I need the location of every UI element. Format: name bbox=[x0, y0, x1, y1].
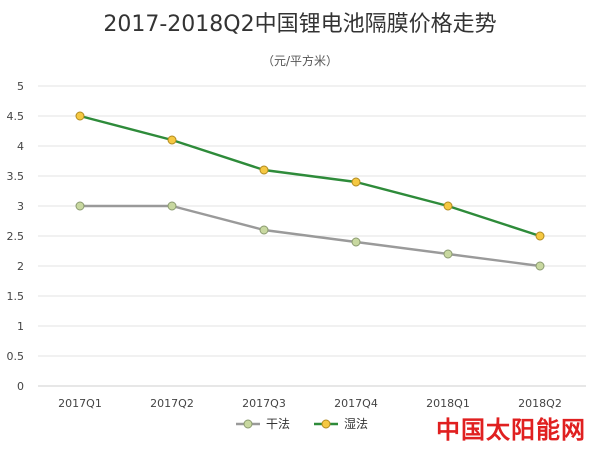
legend-item: 干法 bbox=[236, 417, 290, 431]
y-tick-label: 3 bbox=[17, 200, 24, 213]
series-2 bbox=[75, 111, 545, 241]
y-tick-label: 5 bbox=[17, 80, 24, 93]
data-point bbox=[167, 135, 177, 145]
legend-label: 干法 bbox=[266, 417, 290, 431]
data-point bbox=[443, 201, 453, 211]
legend-item: 湿法 bbox=[314, 416, 368, 431]
series-line bbox=[80, 204, 541, 268]
x-axis-ticks: 2017Q1 2017Q2 2017Q3 2017Q4 2018Q1 2018Q2 bbox=[58, 397, 562, 410]
x-tick-label: 2017Q1 bbox=[58, 397, 102, 410]
x-tick-label: 2018Q1 bbox=[426, 397, 470, 410]
x-tick-label: 2018Q2 bbox=[518, 397, 562, 410]
data-point bbox=[167, 201, 177, 211]
series-lines bbox=[75, 111, 545, 271]
x-tick-label: 2017Q4 bbox=[334, 397, 378, 410]
data-point bbox=[259, 225, 269, 235]
y-tick-label: 3.5 bbox=[7, 170, 25, 183]
watermark-text: 中国太阳能网 bbox=[436, 416, 586, 444]
y-tick-label: 1 bbox=[17, 320, 24, 333]
data-point bbox=[351, 237, 361, 247]
y-tick-label: 4.5 bbox=[7, 110, 25, 123]
legend-label: 湿法 bbox=[344, 416, 368, 431]
y-tick-label: 2.5 bbox=[7, 230, 25, 243]
chart-title: 2017-2018Q2中国锂电池隔膜价格走势 bbox=[103, 12, 497, 37]
chart-subtitle: （元/平方米） bbox=[261, 54, 339, 68]
x-tick-label: 2017Q3 bbox=[242, 397, 286, 410]
data-point bbox=[351, 177, 361, 187]
legend: 干法 湿法 bbox=[236, 416, 368, 431]
data-point bbox=[535, 261, 545, 271]
y-tick-label: 2 bbox=[17, 260, 24, 273]
x-tick-label: 2017Q2 bbox=[150, 397, 194, 410]
y-tick-label: 1.5 bbox=[7, 290, 25, 303]
y-tick-label: 0 bbox=[17, 380, 24, 393]
legend-swatch-marker bbox=[243, 419, 253, 429]
y-tick-label: 0.5 bbox=[7, 350, 25, 363]
legend-swatch-marker bbox=[321, 419, 331, 429]
data-point bbox=[535, 231, 545, 241]
data-point bbox=[259, 165, 269, 175]
data-point bbox=[443, 249, 453, 259]
series-line bbox=[79, 114, 541, 238]
y-tick-label: 4 bbox=[17, 140, 24, 153]
y-axis-ticks: 0 0.5 1 1.5 2 2.5 3 3.5 4 4.5 5 bbox=[7, 80, 25, 393]
data-point bbox=[75, 111, 85, 121]
series-1 bbox=[75, 201, 545, 271]
data-point bbox=[75, 201, 85, 211]
